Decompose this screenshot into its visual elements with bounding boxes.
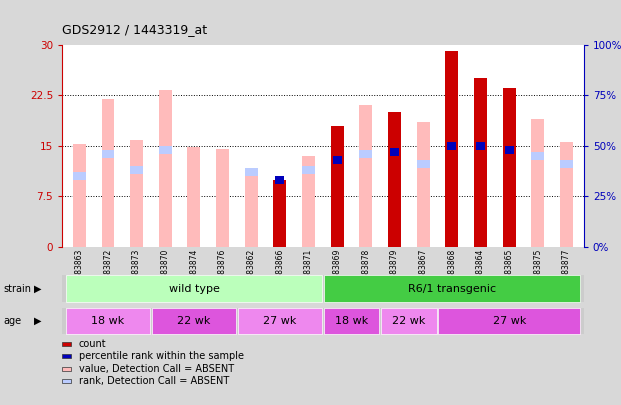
Bar <box>360 150 373 158</box>
Text: 27 wk: 27 wk <box>492 316 526 326</box>
Text: wild type: wild type <box>168 284 219 294</box>
Bar <box>503 88 515 247</box>
Bar <box>130 166 143 174</box>
Text: count: count <box>79 339 106 349</box>
Text: 18 wk: 18 wk <box>91 316 125 326</box>
Bar <box>73 172 86 180</box>
Bar <box>445 51 458 247</box>
Text: age: age <box>3 316 21 326</box>
Bar <box>159 146 172 154</box>
Bar <box>302 156 315 247</box>
Bar <box>388 112 401 247</box>
Bar <box>390 148 399 156</box>
Bar <box>101 150 114 158</box>
Bar <box>417 160 430 168</box>
Bar <box>245 176 258 247</box>
Bar <box>73 145 86 247</box>
Bar <box>331 126 343 247</box>
Text: value, Detection Call = ABSENT: value, Detection Call = ABSENT <box>79 364 234 373</box>
Bar <box>360 105 373 247</box>
Bar <box>188 147 201 247</box>
Bar <box>447 142 456 150</box>
Bar <box>560 143 573 247</box>
Bar <box>159 90 172 247</box>
Bar <box>333 156 342 164</box>
Bar <box>245 168 258 176</box>
Bar <box>532 152 545 160</box>
Text: rank, Detection Call = ABSENT: rank, Detection Call = ABSENT <box>79 376 229 386</box>
Bar <box>302 166 315 174</box>
Bar <box>560 160 573 168</box>
Bar <box>275 176 284 184</box>
Bar <box>101 98 114 247</box>
Text: ▶: ▶ <box>34 284 42 294</box>
Text: 22 wk: 22 wk <box>177 316 211 326</box>
Text: percentile rank within the sample: percentile rank within the sample <box>79 352 244 361</box>
Bar <box>532 119 545 247</box>
Text: GDS2912 / 1443319_at: GDS2912 / 1443319_at <box>62 23 207 36</box>
Bar <box>474 78 487 247</box>
Text: 22 wk: 22 wk <box>392 316 425 326</box>
Text: R6/1 transgenic: R6/1 transgenic <box>408 284 496 294</box>
Bar <box>417 122 430 247</box>
Bar <box>216 149 229 247</box>
Text: 27 wk: 27 wk <box>263 316 297 326</box>
Text: 18 wk: 18 wk <box>335 316 368 326</box>
Text: strain: strain <box>3 284 31 294</box>
Bar <box>273 179 286 247</box>
Bar <box>130 141 143 247</box>
Text: ▶: ▶ <box>34 316 42 326</box>
Bar <box>476 142 485 150</box>
Bar <box>505 146 514 154</box>
